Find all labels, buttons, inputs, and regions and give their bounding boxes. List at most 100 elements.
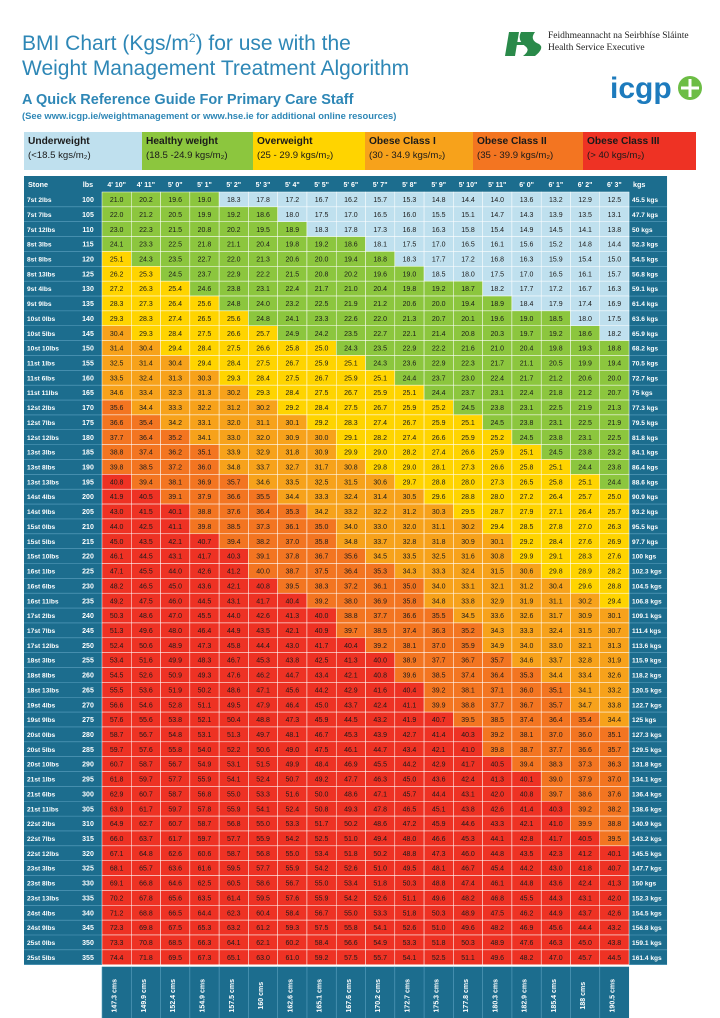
bmi-value: 21.0 bbox=[344, 286, 358, 293]
bmi-value: 25.3 bbox=[139, 271, 153, 278]
bmi-value: 20.1 bbox=[461, 316, 475, 323]
bmi-value: 61.2 bbox=[256, 925, 270, 932]
height-column-label: 5' 9" bbox=[431, 182, 446, 189]
bmi-value: 22.3 bbox=[461, 360, 475, 367]
bmi-value: 57.7 bbox=[256, 866, 270, 873]
bmi-value: 45.5 bbox=[520, 895, 534, 902]
kgs-header: kgs bbox=[633, 180, 645, 189]
bmi-value: 51.1 bbox=[198, 702, 212, 709]
bmi-value: 35.3 bbox=[373, 569, 387, 576]
bmi-value: 36.3 bbox=[432, 628, 446, 635]
bmi-value: 36.4 bbox=[256, 509, 270, 516]
row-kgs-label: 115.9 kgs bbox=[632, 658, 662, 665]
row-stone-label: 23st 3lbs bbox=[27, 866, 56, 873]
bmi-value: 37.7 bbox=[373, 613, 387, 620]
bmi-value: 41.0 bbox=[549, 821, 563, 828]
bmi-value: 34.8 bbox=[432, 598, 446, 605]
bmi-value: 19.4 bbox=[608, 360, 622, 367]
bmi-value: 33.3 bbox=[315, 494, 329, 501]
bmi-value: 46.9 bbox=[520, 925, 534, 932]
bmi-value: 24.3 bbox=[344, 346, 358, 353]
bmi-value: 42.4 bbox=[373, 702, 387, 709]
bmi-value: 59.7 bbox=[139, 777, 153, 784]
bmi-value: 38.7 bbox=[520, 747, 534, 754]
bmi-value: 18.3 bbox=[315, 227, 329, 234]
row-stone-label: 18st 8lbs bbox=[27, 673, 56, 680]
bmi-value: 44.7 bbox=[286, 673, 300, 680]
row-lbs-label: 315 bbox=[82, 836, 94, 843]
bmi-value: 33.6 bbox=[490, 613, 504, 620]
bmi-value: 44.0 bbox=[110, 524, 124, 531]
bmi-value: 26.6 bbox=[461, 450, 475, 457]
bmi-value: 20.0 bbox=[608, 375, 622, 382]
bmi-value: 13.6 bbox=[520, 197, 534, 204]
bmi-value: 23.1 bbox=[490, 390, 504, 397]
bmi-value: 15.7 bbox=[373, 197, 387, 204]
bmi-value: 66.8 bbox=[139, 881, 153, 888]
bmi-value: 54.1 bbox=[256, 806, 270, 813]
bmi-value: 58.7 bbox=[227, 851, 241, 858]
bmi-value: 63.5 bbox=[198, 895, 212, 902]
bmi-value: 39.6 bbox=[403, 673, 417, 680]
bmi-value: 51.8 bbox=[344, 851, 358, 858]
bmi-value: 27.4 bbox=[432, 450, 446, 457]
bmi-value: 46.0 bbox=[168, 598, 182, 605]
resources-note: (See www.icgp.ie/weightmanagement or www… bbox=[22, 110, 397, 121]
height-cm-label: 172.7 cms bbox=[404, 979, 411, 1013]
row-stone-label: 8st 3lbs bbox=[27, 242, 52, 249]
bmi-value: 35.4 bbox=[578, 717, 592, 724]
bmi-value: 19.0 bbox=[403, 271, 417, 278]
row-stone-label: 14st 4lbs bbox=[27, 494, 56, 501]
bmi-value: 38.3 bbox=[549, 762, 563, 769]
bmi-value: 51.0 bbox=[344, 836, 358, 843]
bmi-value: 55.9 bbox=[315, 895, 329, 902]
bmi-value: 39.0 bbox=[549, 777, 563, 784]
bmi-value: 43.5 bbox=[520, 851, 534, 858]
bmi-value: 67.1 bbox=[110, 851, 124, 858]
bmi-value: 30.4 bbox=[549, 583, 563, 590]
bmi-value: 35.1 bbox=[608, 732, 622, 739]
bmi-value: 23.7 bbox=[432, 375, 446, 382]
height-cm-label: 177.8 cms bbox=[463, 979, 470, 1013]
bmi-value: 15.1 bbox=[461, 212, 475, 219]
bmi-value: 27.1 bbox=[549, 509, 563, 516]
bmi-value: 19.2 bbox=[549, 331, 563, 338]
bmi-value: 39.8 bbox=[110, 465, 124, 472]
bmi-value: 20.7 bbox=[432, 316, 446, 323]
bmi-value: 25.2 bbox=[490, 435, 504, 442]
bmi-value: 37.3 bbox=[256, 524, 270, 531]
bmi-value: 19.8 bbox=[549, 346, 563, 353]
bmi-value: 37.4 bbox=[403, 628, 417, 635]
bmi-value: 54.9 bbox=[373, 940, 387, 947]
bmi-value: 16.3 bbox=[520, 256, 534, 263]
bmi-value: 49.6 bbox=[461, 925, 475, 932]
bmi-value: 56.8 bbox=[198, 791, 212, 798]
bmi-value: 27.2 bbox=[520, 494, 534, 501]
bmi-value: 48.8 bbox=[403, 851, 417, 858]
row-kgs-label: 100 kgs bbox=[632, 554, 657, 561]
bmi-value: 49.4 bbox=[373, 836, 387, 843]
bmi-value: 33.0 bbox=[227, 435, 241, 442]
bmi-value: 22.7 bbox=[373, 331, 387, 338]
bmi-value: 53.4 bbox=[315, 851, 329, 858]
bmi-value: 32.6 bbox=[608, 673, 622, 680]
bmi-value: 27.5 bbox=[315, 390, 329, 397]
bmi-value: 22.4 bbox=[286, 286, 300, 293]
bmi-value: 43.1 bbox=[461, 791, 475, 798]
bmi-value: 40.1 bbox=[168, 509, 182, 516]
bmi-value: 47.3 bbox=[198, 643, 212, 650]
bmi-value: 32.7 bbox=[286, 465, 300, 472]
bmi-value: 21.7 bbox=[490, 360, 504, 367]
bmi-value: 40.4 bbox=[403, 687, 417, 694]
bmi-value: 27.3 bbox=[490, 479, 504, 486]
bmi-value: 36.1 bbox=[373, 583, 387, 590]
bmi-value: 55.8 bbox=[344, 925, 358, 932]
bmi-value: 37.8 bbox=[286, 554, 300, 561]
bmi-value: 24.4 bbox=[578, 465, 592, 472]
bmi-value: 50.7 bbox=[286, 777, 300, 784]
row-lbs-label: 330 bbox=[82, 881, 94, 888]
bmi-value: 27.0 bbox=[578, 524, 592, 531]
bmi-value: 52.1 bbox=[198, 717, 212, 724]
bmi-value: 31.1 bbox=[256, 420, 270, 427]
bmi-value: 57.7 bbox=[227, 836, 241, 843]
